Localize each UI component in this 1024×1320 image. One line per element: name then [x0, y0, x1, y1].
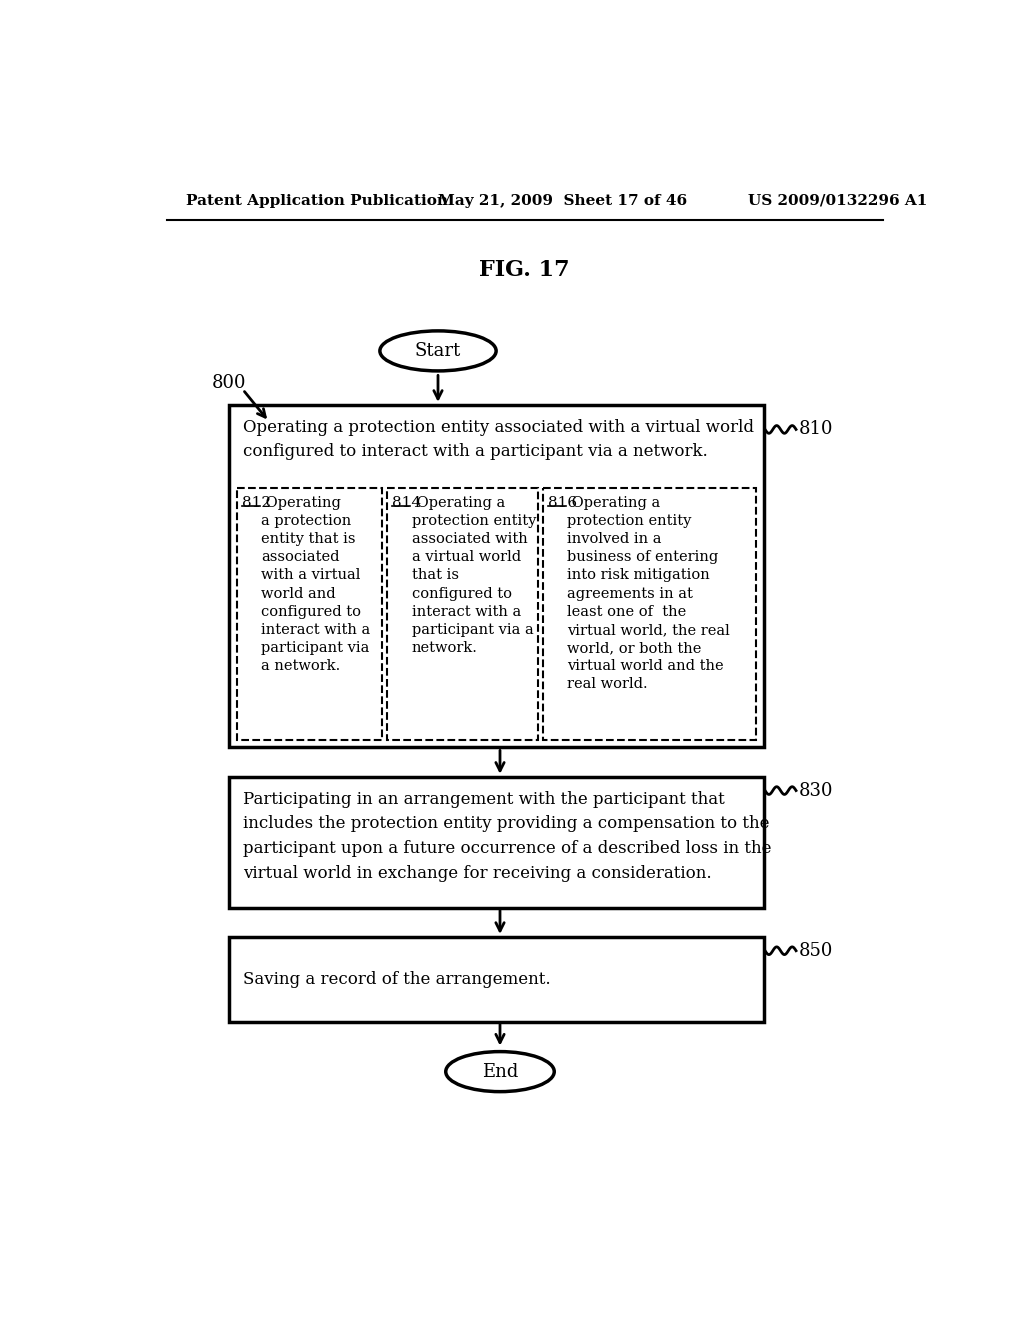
- Text: End: End: [482, 1063, 518, 1081]
- Text: Operating a protection entity associated with a virtual world
configured to inte: Operating a protection entity associated…: [243, 418, 754, 461]
- Bar: [237, 488, 382, 739]
- Text: 800: 800: [212, 375, 246, 392]
- Text: 810: 810: [799, 421, 834, 438]
- Text: Start: Start: [415, 342, 461, 360]
- Text: 830: 830: [799, 781, 834, 800]
- Text: Operating
a protection
entity that is
associated
with a virtual
world and
config: Operating a protection entity that is as…: [261, 496, 371, 673]
- Text: May 21, 2009  Sheet 17 of 46: May 21, 2009 Sheet 17 of 46: [438, 194, 687, 207]
- Bar: [543, 488, 756, 739]
- Text: Operating a
protection entity
involved in a
business of entering
into risk mitig: Operating a protection entity involved i…: [567, 496, 730, 692]
- Text: 814: 814: [392, 496, 422, 510]
- Bar: [387, 488, 538, 739]
- Text: FIG. 17: FIG. 17: [479, 259, 570, 281]
- Bar: [228, 776, 764, 908]
- Text: Saving a record of the arrangement.: Saving a record of the arrangement.: [243, 970, 550, 987]
- Ellipse shape: [380, 331, 496, 371]
- Ellipse shape: [445, 1052, 554, 1092]
- Text: Patent Application Publication: Patent Application Publication: [186, 194, 449, 207]
- Text: Operating a
protection entity
associated with
a virtual world
that is
configured: Operating a protection entity associated…: [412, 496, 536, 655]
- Text: Participating in an arrangement with the participant that
includes the protectio: Participating in an arrangement with the…: [243, 791, 771, 882]
- Text: 850: 850: [799, 941, 834, 960]
- Text: US 2009/0132296 A1: US 2009/0132296 A1: [748, 194, 928, 207]
- Text: 816: 816: [548, 496, 578, 510]
- Bar: [228, 937, 764, 1022]
- Text: 812: 812: [242, 496, 271, 510]
- Bar: [228, 405, 764, 747]
